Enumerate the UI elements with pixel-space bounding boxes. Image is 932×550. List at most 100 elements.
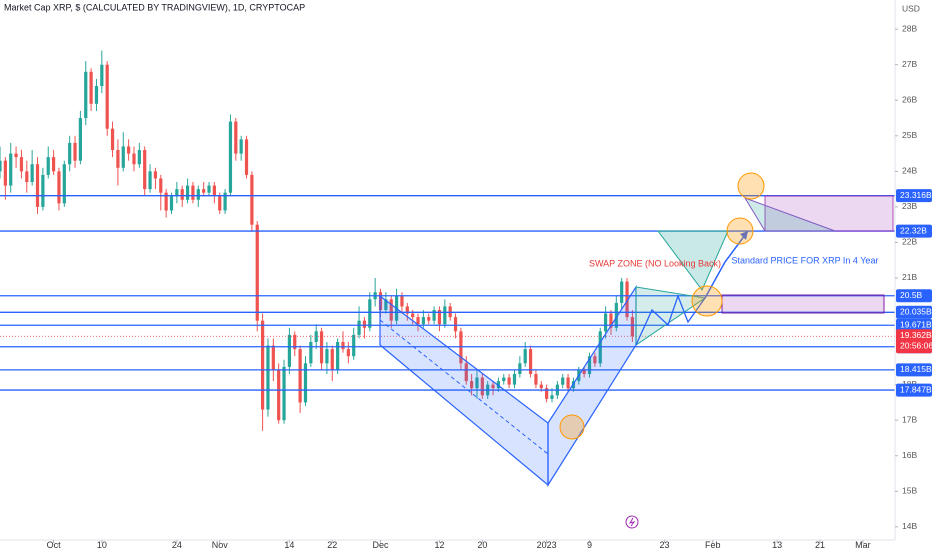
y-tick-label: 22B xyxy=(902,237,917,247)
candle-body xyxy=(9,153,13,186)
x-tick-label: Nov xyxy=(212,540,229,550)
candle-body xyxy=(196,189,200,200)
candle-body xyxy=(3,160,7,186)
y-tick-label: 28B xyxy=(902,23,917,33)
zigzag xyxy=(635,294,706,346)
x-tick-label: 9 xyxy=(587,540,592,550)
candle-body xyxy=(169,196,174,211)
candle-body xyxy=(25,171,29,183)
level-label: 22.32B xyxy=(900,225,927,235)
level-label: 19.671B xyxy=(900,319,932,329)
candle-body xyxy=(518,363,522,374)
candle-body xyxy=(287,334,292,367)
arrow-head xyxy=(740,231,748,240)
candle-body xyxy=(41,174,45,207)
level-label-box xyxy=(896,289,932,303)
candle-body xyxy=(545,388,549,399)
candle-body xyxy=(132,153,136,165)
countdown: 20:56:06 xyxy=(900,340,932,350)
y-tick-label: 21B xyxy=(902,272,917,282)
candle-body xyxy=(534,373,538,385)
x-tick-label: 2023 xyxy=(537,540,557,550)
candle-body xyxy=(630,317,635,337)
candle-body xyxy=(470,381,474,389)
candle-body xyxy=(443,306,447,325)
circle xyxy=(726,217,754,245)
y-tick-label: 23B xyxy=(902,201,917,211)
candle-body xyxy=(68,142,72,165)
candle-body xyxy=(110,128,115,151)
triangle xyxy=(657,230,729,291)
event-icon[interactable] xyxy=(625,515,639,529)
candle-body xyxy=(389,299,393,321)
candle-body xyxy=(14,153,18,158)
candle-body xyxy=(352,334,356,357)
candle-body xyxy=(19,157,24,172)
candle-body xyxy=(362,320,367,328)
candle-body xyxy=(250,174,254,225)
level-label-box xyxy=(896,363,932,377)
target-box xyxy=(721,294,885,314)
candle-body xyxy=(432,309,436,321)
candle-body xyxy=(475,377,479,389)
candle-body xyxy=(73,142,77,161)
candle-body xyxy=(212,185,216,197)
x-tick-label: 21 xyxy=(815,540,825,550)
candle-body xyxy=(255,224,259,321)
candle-body xyxy=(330,349,334,371)
level-label-box xyxy=(896,305,932,319)
candle-body xyxy=(153,171,158,179)
candle-body xyxy=(336,341,340,371)
level-label: 20.035B xyxy=(900,307,932,317)
y-tick-label: 15B xyxy=(902,486,917,496)
candle-body xyxy=(57,171,61,204)
x-tick-label: 22 xyxy=(327,540,337,550)
candle-body xyxy=(137,150,141,165)
candle-body xyxy=(609,313,613,328)
channel-midline xyxy=(379,319,549,455)
candle-body xyxy=(587,356,592,374)
candle-body xyxy=(298,349,302,403)
level-label-box xyxy=(896,189,932,203)
level-label: 17.847B xyxy=(900,384,932,394)
candle-body xyxy=(411,313,415,318)
annotation: Standard PRICE FOR XRP In 4 Year xyxy=(732,255,879,265)
candle-body xyxy=(427,317,431,321)
candle-body xyxy=(309,341,313,364)
last-price-box xyxy=(896,329,932,354)
y-tick-label: 16B xyxy=(902,450,917,460)
candle-body xyxy=(496,381,501,389)
candle-body xyxy=(523,349,527,364)
candle-body xyxy=(94,86,99,104)
level-label: 18.415B xyxy=(900,364,932,374)
candle-body xyxy=(228,121,233,193)
x-tick-label: Mar xyxy=(855,540,871,550)
candle-body xyxy=(416,317,420,325)
candle-body xyxy=(143,150,147,190)
candle-body xyxy=(400,295,404,307)
candle-body xyxy=(528,349,533,374)
candle-body xyxy=(550,395,554,399)
candle-body xyxy=(346,349,350,357)
candle-body xyxy=(207,185,211,193)
candle-body xyxy=(234,121,238,154)
y-tick-label: 24B xyxy=(902,166,917,176)
level-label-box xyxy=(896,383,932,397)
circle xyxy=(737,172,765,200)
candle-body xyxy=(561,377,565,385)
y-tick-label: 25B xyxy=(902,130,917,140)
level-label: 23.316B xyxy=(900,190,932,200)
candle-body xyxy=(539,384,543,389)
candle-body xyxy=(180,189,184,200)
candle-body xyxy=(303,363,308,403)
axes: 14B15B16B17B18B21B22B23B24B25B26B27B28BO… xyxy=(47,23,932,550)
candle-body xyxy=(266,345,270,410)
candle-body xyxy=(277,370,281,421)
candle-body xyxy=(105,64,109,129)
candle-body xyxy=(202,189,206,193)
candle-body xyxy=(512,373,517,385)
circle xyxy=(691,285,723,317)
candle-body xyxy=(453,317,458,332)
candle-body xyxy=(368,299,372,328)
